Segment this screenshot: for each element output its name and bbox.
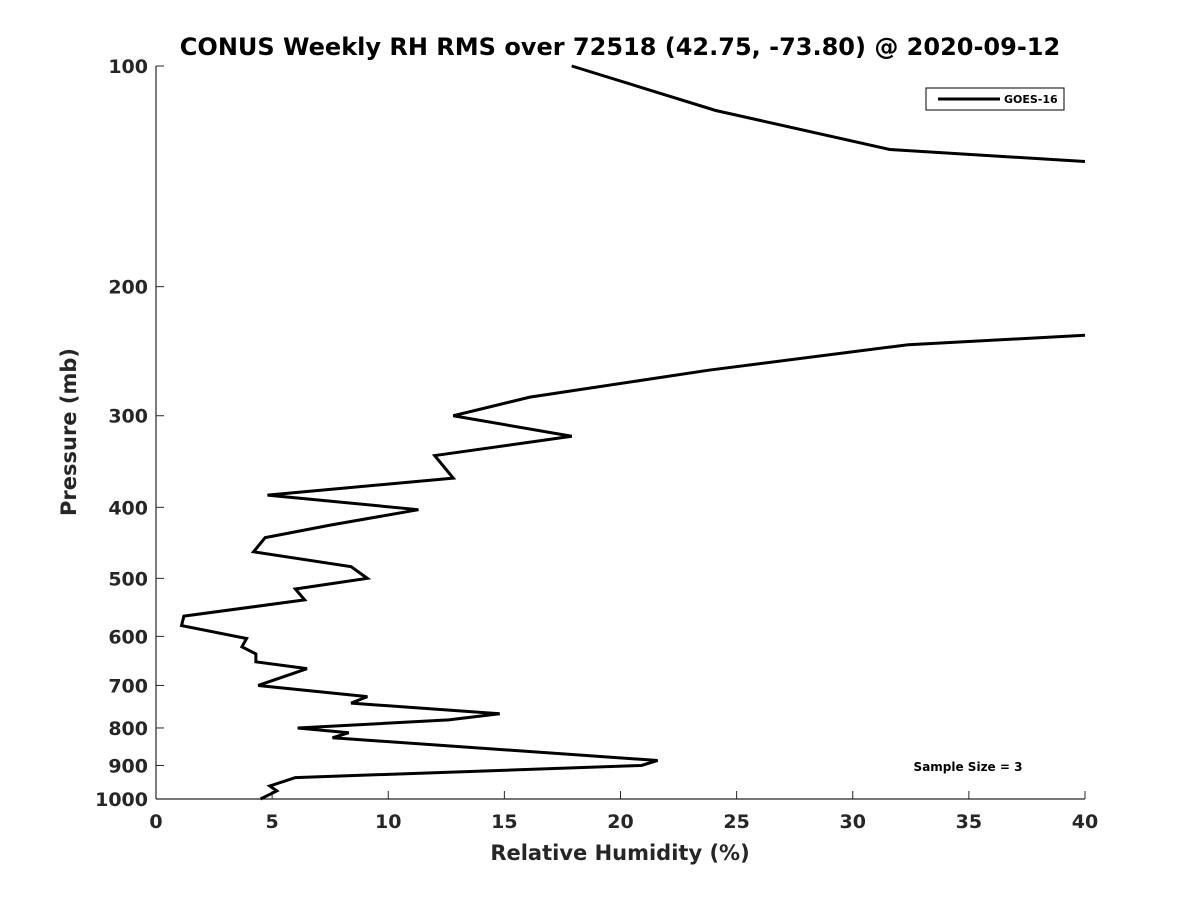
y-tick-label: 600: [108, 626, 148, 648]
series-goes-16: [179, 64, 1086, 801]
y-tick-label: 500: [108, 568, 148, 590]
x-tick-label: 20: [607, 811, 633, 833]
x-tick-label: 0: [149, 811, 162, 833]
x-axis-label: Relative Humidity (%): [490, 841, 749, 865]
y-axis-label: Pressure (mb): [57, 348, 81, 516]
x-tick-label: 40: [1072, 811, 1098, 833]
x-tick-label: 25: [723, 811, 749, 833]
y-tick-label: 300: [108, 406, 148, 428]
x-tick-label: 15: [491, 811, 517, 833]
legend-label-goes-16: GOES-16: [1004, 93, 1058, 106]
y-tick-label: 100: [108, 56, 148, 78]
y-tick-label: 700: [108, 675, 148, 697]
sample-size-annotation: Sample Size = 3: [914, 760, 1023, 774]
y-tick-label: 400: [108, 497, 148, 519]
series-line-segment: [179, 333, 1086, 801]
x-tick-label: 30: [840, 811, 866, 833]
x-tick-label: 5: [266, 811, 279, 833]
chart-title: CONUS Weekly RH RMS over 72518 (42.75, -…: [180, 33, 1060, 61]
x-ticks: 0 5 10 15 20 25 30 35 40: [149, 791, 1098, 833]
series-layer: [179, 64, 1086, 801]
x-tick-label: 10: [375, 811, 401, 833]
series-line-segment: [571, 64, 1086, 164]
y-ticks: 100 200 300 400 500 600 700 800 900 1000: [95, 56, 164, 811]
y-tick-label: 800: [108, 718, 148, 740]
axes: 0 5 10 15 20 25 30 35 40 100 200 300 400 500 600 700 80…: [95, 56, 1098, 833]
x-tick-label: 35: [956, 811, 982, 833]
y-tick-label: 900: [108, 755, 148, 777]
legend: GOES-16: [925, 87, 1065, 111]
y-tick-label: 1000: [95, 789, 148, 811]
y-tick-label: 200: [108, 277, 148, 299]
